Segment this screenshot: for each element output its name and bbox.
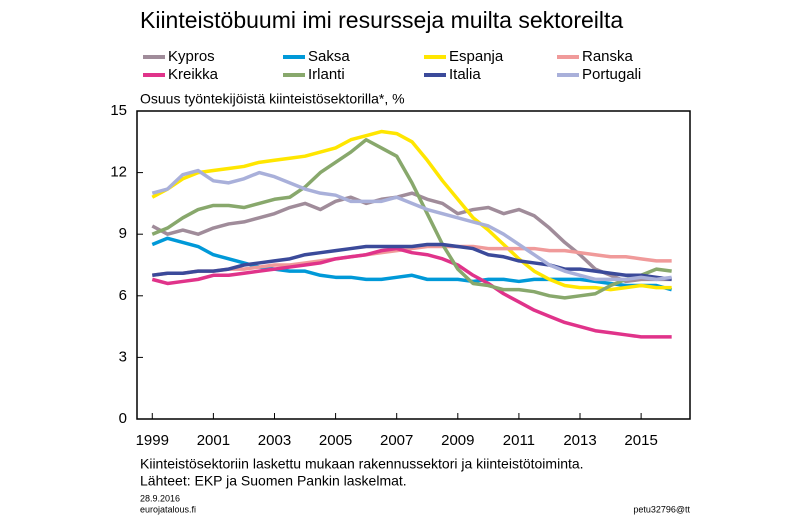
legend-label: Kreikka	[168, 66, 219, 83]
series-line	[151, 168, 672, 282]
series-line	[152, 244, 672, 278]
y-tick-label: 12	[110, 164, 127, 181]
y-axis-label: Osuus työntekijöistä kiinteistösektorill…	[140, 91, 405, 107]
legend-label: Espanja	[449, 48, 504, 65]
note: Kiinteistösektoriin laskettu mukaan rake…	[140, 456, 584, 472]
series-line	[151, 236, 673, 292]
chart-title: Kiinteistöbuumi imi resursseja muilta se…	[140, 7, 623, 33]
x-tick-label: 2003	[258, 432, 291, 449]
y-tick-label: 9	[119, 225, 127, 242]
y-tick-label: 0	[119, 410, 127, 427]
y-tick-label: 15	[110, 102, 127, 119]
x-tick-label: 2011	[503, 432, 535, 449]
x-tick-label: 2015	[624, 432, 657, 449]
series-line	[151, 191, 672, 284]
code: petu32796@tt	[633, 504, 690, 514]
x-tick-label: 2007	[380, 432, 413, 449]
x-tick-label: 2009	[441, 432, 474, 449]
x-tick-label: 2005	[319, 432, 352, 449]
legend-label: Portugali	[582, 66, 641, 83]
source-site: eurojatalous.fi	[140, 504, 196, 514]
legend-label: Saksa	[308, 48, 350, 65]
x-tick-label: 2013	[563, 432, 596, 449]
series-line	[151, 137, 672, 300]
legend-label: Kypros	[168, 48, 215, 65]
series-line	[151, 129, 672, 292]
date: 28.9.2016	[140, 493, 180, 503]
plot-frame	[136, 110, 691, 420]
legend-label: Italia	[449, 66, 481, 83]
series-line	[152, 242, 672, 282]
legend-label: Ranska	[582, 48, 634, 65]
y-tick-label: 3	[119, 348, 127, 365]
series-line	[151, 246, 672, 339]
x-tick-label: 2001	[197, 432, 230, 449]
y-tick-label: 6	[119, 287, 127, 304]
x-tick-label: 1999	[136, 432, 169, 449]
legend-label: Irlanti	[308, 66, 345, 83]
note: Lähteet: EKP ja Suomen Pankin laskelmat.	[140, 473, 407, 489]
